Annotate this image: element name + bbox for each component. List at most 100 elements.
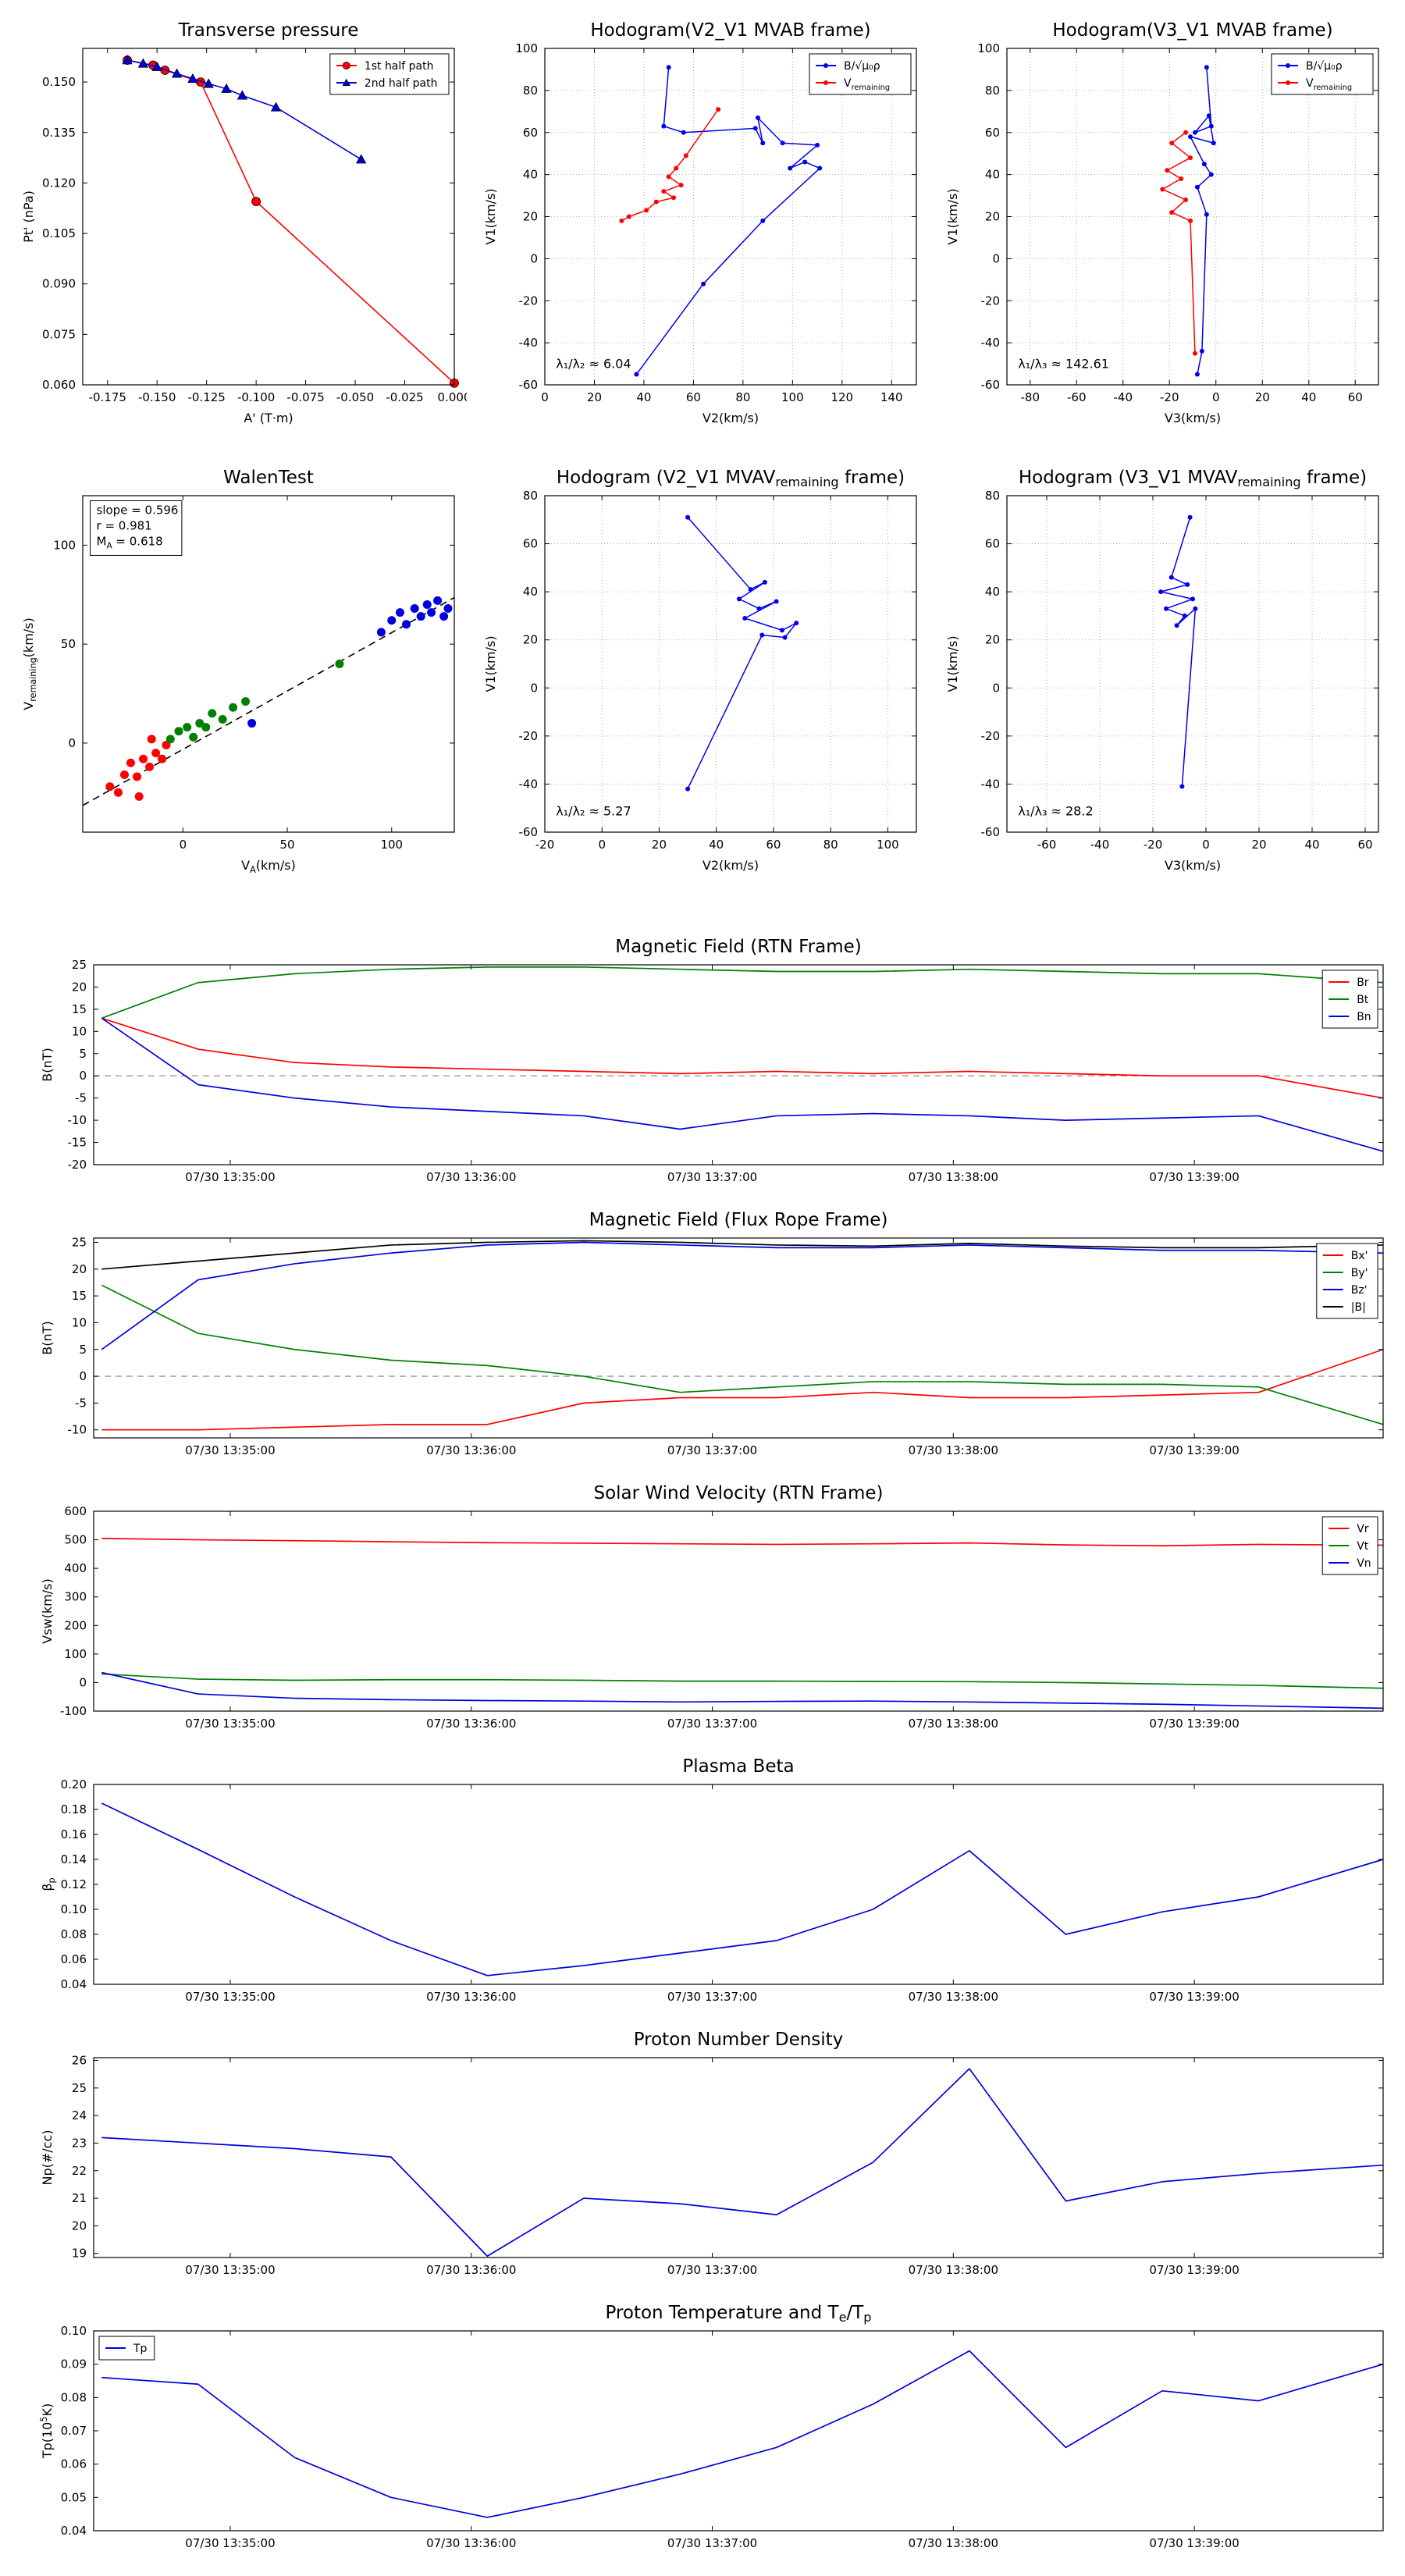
svg-text:20: 20 bbox=[985, 210, 1000, 224]
svg-text:0: 0 bbox=[79, 1675, 87, 1689]
svg-text:25: 25 bbox=[72, 2081, 87, 2095]
svg-text:5: 5 bbox=[79, 1047, 87, 1061]
svg-text:07/30 13:35:00: 07/30 13:35:00 bbox=[185, 2536, 275, 2550]
svg-text:-0.100: -0.100 bbox=[237, 390, 275, 404]
svg-text:0.04: 0.04 bbox=[61, 2524, 87, 2538]
chart-magnetic-field-rtn: 07/30 13:35:00 07/30 13:36:00 07/30 13:37:… bbox=[0, 932, 1405, 1205]
chart-hodogram-v2v1-mvab: 0 20 40 60 80 100 120 140 -60 -40 -20 0 20 40 60 80 100 H… bbox=[476, 9, 929, 435]
svg-text:-20: -20 bbox=[519, 729, 539, 743]
svg-text:0.18: 0.18 bbox=[61, 1802, 87, 1816]
svg-text:80: 80 bbox=[523, 84, 538, 98]
svg-text:100: 100 bbox=[781, 390, 804, 404]
svg-text:07/30 13:36:00: 07/30 13:36:00 bbox=[426, 2536, 516, 2550]
svg-text:-0.025: -0.025 bbox=[386, 390, 423, 404]
chart-svg-hodogram-v2v1-mvab: 0 20 40 60 80 100 120 140 -60 -40 -20 0 20 40 60 80 100 H… bbox=[483, 20, 917, 425]
svg-text:0.06: 0.06 bbox=[61, 2457, 87, 2471]
svg-text:20: 20 bbox=[652, 838, 667, 852]
svg-text:λ₁/λ₂ ≈ 6.04: λ₁/λ₂ ≈ 6.04 bbox=[556, 356, 631, 371]
svg-text:07/30 13:37:00: 07/30 13:37:00 bbox=[667, 1717, 757, 1731]
svg-text:60: 60 bbox=[686, 390, 701, 404]
svg-text:60: 60 bbox=[985, 537, 1000, 551]
svg-text:07/30 13:35:00: 07/30 13:35:00 bbox=[185, 1443, 275, 1457]
svg-text:07/30 13:38:00: 07/30 13:38:00 bbox=[909, 2536, 998, 2550]
svg-text:25: 25 bbox=[72, 958, 87, 972]
svg-text:V1(km/s): V1(km/s) bbox=[483, 188, 498, 244]
svg-text:07/30 13:39:00: 07/30 13:39:00 bbox=[1149, 1990, 1239, 2004]
svg-text:50: 50 bbox=[61, 637, 76, 651]
svg-text:VA(km/s): VA(km/s) bbox=[241, 858, 296, 875]
svg-text:V2(km/s): V2(km/s) bbox=[702, 411, 759, 425]
chart-solar-wind-velocity: 07/30 13:35:00 07/30 13:36:00 07/30 13:37:… bbox=[0, 1478, 1405, 1752]
row-second-panels: 0 50 100 0 50 100 WalenTest VA(km/s) Vremaining(… bbox=[0, 457, 1405, 882]
svg-text:0.16: 0.16 bbox=[61, 1827, 87, 1841]
svg-text:Bz': Bz' bbox=[1351, 1284, 1368, 1297]
svg-text:07/30 13:39:00: 07/30 13:39:00 bbox=[1149, 1170, 1239, 1184]
svg-text:-0.050: -0.050 bbox=[336, 390, 374, 404]
svg-text:5: 5 bbox=[79, 1343, 87, 1357]
svg-text:40: 40 bbox=[1301, 390, 1316, 404]
svg-text:V3(km/s): V3(km/s) bbox=[1165, 411, 1221, 425]
chart-hodogram-v2v1-mvav: -20 0 20 40 60 80 100 -60 -40 -20 0 20 40 60 80 Hodogra… bbox=[476, 457, 929, 882]
svg-text:0.08: 0.08 bbox=[61, 2390, 87, 2404]
chart-svg-hodogram-v2v1-mvav: -20 0 20 40 60 80 100 -60 -40 -20 0 20 40 60 80 Hodogra… bbox=[483, 468, 917, 873]
svg-text:07/30 13:35:00: 07/30 13:35:00 bbox=[185, 1170, 275, 1184]
chart-svg-proton-temperature: 07/30 13:35:00 07/30 13:36:00 07/30 13:37:… bbox=[39, 2303, 1384, 2550]
svg-text:0.120: 0.120 bbox=[42, 176, 76, 190]
svg-text:0: 0 bbox=[541, 390, 549, 404]
svg-text:-60: -60 bbox=[981, 825, 1001, 839]
svg-text:100: 100 bbox=[53, 538, 76, 552]
svg-text:07/30 13:38:00: 07/30 13:38:00 bbox=[909, 1717, 998, 1731]
svg-text:20: 20 bbox=[1251, 838, 1266, 852]
svg-text:07/30 13:37:00: 07/30 13:37:00 bbox=[667, 2263, 757, 2277]
svg-text:B(nT): B(nT) bbox=[40, 1321, 55, 1354]
svg-text:Hodogram (V2_V1 MVAVremaining: Hodogram (V2_V1 MVAVremaining frame) bbox=[557, 468, 905, 489]
svg-text:100: 100 bbox=[515, 41, 538, 55]
svg-text:-20: -20 bbox=[981, 294, 1001, 308]
svg-text:Hodogram (V3_V1 MVAVremaining: Hodogram (V3_V1 MVAVremaining frame) bbox=[1019, 468, 1367, 489]
svg-text:WalenTest: WalenTest bbox=[223, 468, 314, 488]
svg-text:100: 100 bbox=[380, 838, 403, 852]
svg-text:140: 140 bbox=[880, 390, 903, 404]
svg-text:07/30 13:37:00: 07/30 13:37:00 bbox=[667, 2536, 757, 2550]
svg-text:10: 10 bbox=[72, 1024, 87, 1038]
svg-text:40: 40 bbox=[636, 390, 651, 404]
svg-text:-20: -20 bbox=[981, 729, 1001, 743]
svg-text:B/√μ₀ρ: B/√μ₀ρ bbox=[1306, 60, 1343, 73]
svg-text:25: 25 bbox=[72, 1235, 87, 1249]
svg-text:600: 600 bbox=[64, 1504, 87, 1518]
svg-text:100: 100 bbox=[877, 838, 899, 852]
svg-text:07/30 13:36:00: 07/30 13:36:00 bbox=[426, 1990, 516, 2004]
svg-text:40: 40 bbox=[523, 168, 538, 182]
svg-text:10: 10 bbox=[72, 1315, 87, 1329]
svg-text:20: 20 bbox=[72, 980, 87, 994]
svg-text:07/30 13:36:00: 07/30 13:36:00 bbox=[426, 1443, 516, 1457]
svg-text:0.14: 0.14 bbox=[61, 1852, 87, 1866]
svg-text:λ₁/λ₂ ≈ 5.27: λ₁/λ₂ ≈ 5.27 bbox=[556, 803, 631, 818]
svg-text:-60: -60 bbox=[519, 825, 539, 839]
svg-text:40: 40 bbox=[985, 168, 1000, 182]
svg-text:20: 20 bbox=[523, 633, 538, 647]
svg-text:-0.150: -0.150 bbox=[138, 390, 176, 404]
svg-text:slope = 0.596: slope = 0.596 bbox=[97, 503, 179, 517]
svg-text:0.08: 0.08 bbox=[61, 1927, 87, 1941]
svg-text:0.04: 0.04 bbox=[61, 1977, 87, 1991]
svg-text:0.05: 0.05 bbox=[61, 2490, 87, 2504]
svg-text:Vremaining(km/s): Vremaining(km/s) bbox=[21, 617, 38, 710]
svg-text:07/30 13:39:00: 07/30 13:39:00 bbox=[1149, 2536, 1239, 2550]
chart-svg-plasma-beta: 07/30 13:35:00 07/30 13:36:00 07/30 13:37:… bbox=[40, 1756, 1384, 2004]
svg-text:Magnetic Field (RTN Frame): Magnetic Field (RTN Frame) bbox=[615, 937, 862, 957]
svg-text:-0.175: -0.175 bbox=[89, 390, 126, 404]
svg-text:15: 15 bbox=[72, 1002, 87, 1016]
chart-plasma-beta: 07/30 13:35:00 07/30 13:36:00 07/30 13:37:… bbox=[0, 1752, 1405, 2025]
chart-svg-solar-wind-velocity: 07/30 13:35:00 07/30 13:36:00 07/30 13:37:… bbox=[40, 1483, 1384, 1731]
svg-text:-10: -10 bbox=[68, 1113, 87, 1127]
svg-text:80: 80 bbox=[523, 489, 538, 503]
svg-text:V1(km/s): V1(km/s) bbox=[483, 635, 498, 692]
svg-text:By': By' bbox=[1351, 1267, 1368, 1279]
svg-text:0.06: 0.06 bbox=[61, 1952, 87, 1966]
svg-text:0: 0 bbox=[79, 1369, 87, 1383]
svg-text:-60: -60 bbox=[519, 378, 539, 392]
svg-text:Hodogram(V2_V1 MVAB frame): Hodogram(V2_V1 MVAB frame) bbox=[590, 20, 870, 41]
chart-svg-hodogram-v3v1-mvav: -60 -40 -20 0 20 40 60 -60 -40 -20 0 20 40 60 80 Hodogr… bbox=[945, 468, 1379, 873]
